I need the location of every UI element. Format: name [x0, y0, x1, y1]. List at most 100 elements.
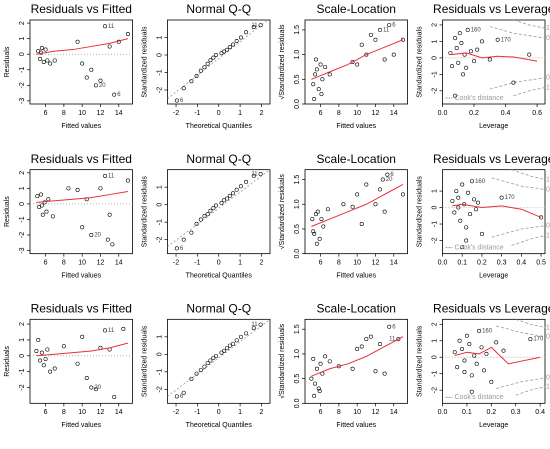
x-tick-label: 12: [372, 260, 380, 267]
data-point: [455, 365, 460, 370]
y-tick-label: -2: [431, 88, 438, 94]
y-tick-label: 1.5: [294, 25, 301, 35]
y-tick-label: 1.5: [294, 324, 301, 334]
x-axis-label: Fitted values: [61, 273, 101, 280]
x-tick-label: 6: [319, 409, 323, 416]
data-point: [205, 61, 210, 66]
y-tick-label: -2: [156, 87, 163, 93]
x-tick-label: 0.0: [438, 409, 448, 416]
data-point: [350, 366, 355, 371]
data-point: [208, 208, 213, 213]
data-point: [84, 197, 89, 202]
data-point: [309, 376, 314, 381]
data-point: [194, 371, 199, 376]
x-axis-label: Leverage: [479, 123, 508, 130]
data-point: [313, 381, 318, 386]
data-point: [539, 215, 544, 220]
x-tick-label: 0.1: [457, 260, 467, 267]
data-point: [382, 57, 387, 62]
data-point: [448, 50, 453, 55]
data-point: [244, 30, 249, 35]
data-point: [251, 173, 256, 178]
data-point: [48, 369, 53, 374]
data-point: [34, 349, 39, 354]
cooks-distance-label: 0.5: [546, 333, 550, 340]
point-label: 11: [251, 172, 258, 178]
data-point: [318, 62, 323, 67]
y-tick-label: 1.0: [294, 349, 301, 359]
x-tick-label: 0.2: [469, 110, 479, 117]
data-point: [222, 198, 227, 203]
x-tick-label: 8: [62, 409, 66, 416]
y-tick-label: -2: [431, 387, 438, 393]
cooks-distance-line: [489, 26, 545, 39]
cooks-distance-legend: Cook's distance: [455, 394, 504, 401]
data-point: [89, 233, 94, 238]
y-axis-label: Standardized residuals: [141, 176, 148, 248]
data-point: [487, 57, 492, 62]
data-point: [227, 343, 232, 348]
y-tick-label: 0.5: [294, 74, 301, 84]
data-point: [189, 376, 194, 381]
x-axis-label: Fitted values: [336, 273, 376, 280]
y-axis-label: Standardized residuals: [141, 26, 148, 98]
data-point: [321, 224, 326, 229]
smooth-line: [452, 203, 542, 218]
cooks-distance-legend: Cook's distance: [455, 95, 504, 102]
data-point: [112, 92, 117, 97]
data-point: [382, 371, 387, 376]
plot-frame: [29, 169, 133, 255]
data-point: [244, 331, 249, 336]
data-point: [453, 93, 458, 98]
data-point: [222, 49, 227, 54]
data-point: [323, 64, 328, 69]
data-point: [456, 60, 461, 65]
x-tick-label: 8: [62, 260, 66, 267]
y-axis-label: Residuals: [4, 196, 11, 227]
data-point: [93, 387, 98, 392]
point-label: 11: [251, 322, 258, 328]
y-tick-label: 0: [156, 203, 163, 207]
x-tick-label: 0.2: [477, 260, 487, 267]
data-point: [452, 350, 457, 355]
data-point: [460, 245, 465, 250]
data-point: [373, 202, 378, 207]
data-point: [459, 41, 464, 46]
data-point: [317, 388, 322, 393]
data-point: [484, 351, 489, 356]
y-tick-label: 1: [156, 185, 163, 189]
data-point: [468, 49, 473, 54]
y-tick-label: 1: [19, 338, 26, 342]
y-tick-label: -1: [431, 221, 438, 227]
plot-frame: [442, 169, 546, 255]
data-point: [89, 67, 94, 72]
x-tick-label: -1: [194, 260, 200, 267]
cooks-distance-line: [511, 169, 545, 180]
data-point: [181, 390, 186, 395]
x-tick-label: 10: [353, 409, 361, 416]
data-point: [314, 366, 319, 371]
cooks-distance-line: [511, 235, 545, 246]
panel-title: Residuals vs Fitted: [31, 152, 132, 166]
data-point: [467, 342, 472, 347]
x-tick-label: 2: [260, 110, 264, 117]
data-point: [472, 353, 477, 358]
data-point: [527, 52, 532, 57]
y-tick-label: -1: [156, 69, 163, 75]
plot-frame: [304, 169, 408, 255]
panel: Residuals vs Leverage Leverage Standardize…: [416, 2, 550, 130]
data-point: [213, 354, 218, 359]
x-tick-label: 14: [115, 409, 123, 416]
data-point: [472, 59, 477, 64]
x-tick-label: 12: [97, 260, 105, 267]
y-tick-label: -1: [431, 370, 438, 376]
data-point: [234, 338, 239, 343]
y-tick-label: -2: [19, 384, 26, 390]
data-point: [314, 67, 319, 72]
x-tick-label: 0.4: [535, 409, 545, 416]
data-point: [202, 65, 207, 70]
point-label: 11: [108, 24, 115, 30]
data-point: [244, 179, 249, 184]
x-tick-label: 0.5: [536, 260, 546, 267]
y-tick-label: -1: [19, 368, 26, 374]
